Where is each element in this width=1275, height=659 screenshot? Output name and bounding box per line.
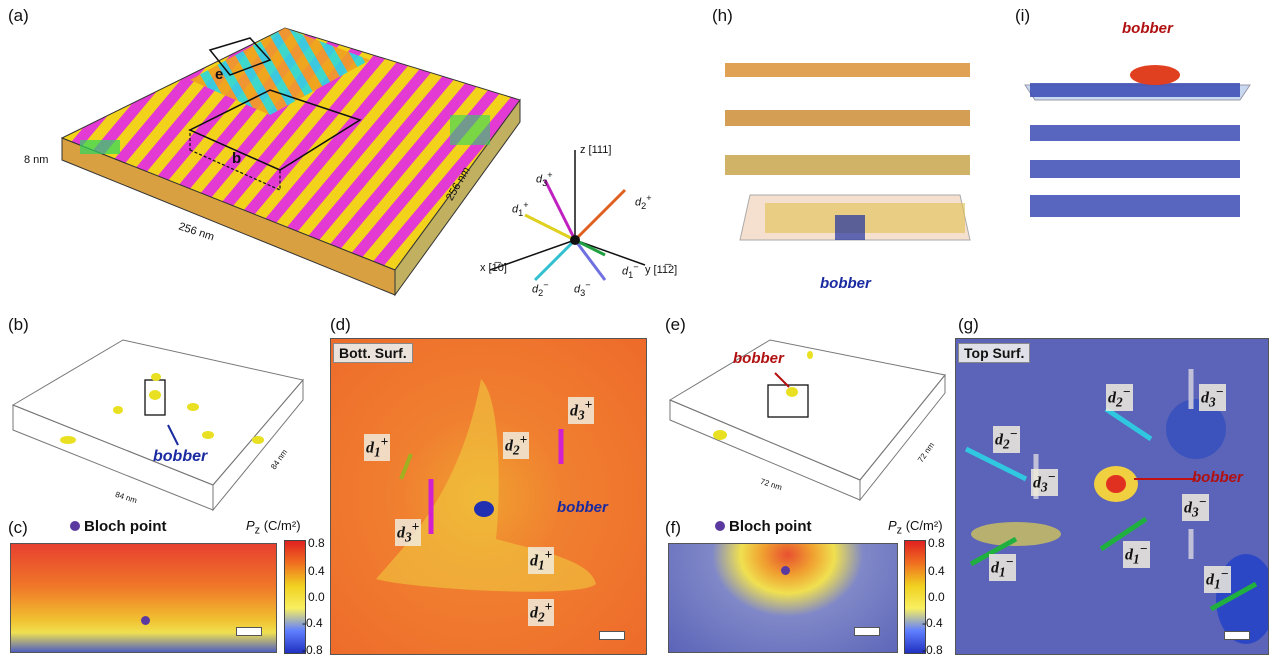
bloch-point-legend-f: Bloch point	[715, 518, 812, 535]
panel-a-label: (a)	[8, 6, 29, 25]
panel-h-label: (h)	[712, 6, 733, 25]
d3-minus-tag-2: d3−	[1031, 469, 1058, 496]
d3-minus-label: d3−	[574, 280, 591, 298]
cb-tick-c-3: -0.4	[302, 616, 323, 630]
d1-minus-tag-2: d1−	[1123, 541, 1150, 568]
polarization-layers-h	[725, 63, 971, 241]
d2-minus-tag-1: d2−	[1106, 384, 1133, 411]
panel-b-label: (b)	[8, 315, 29, 334]
d2-plus-label: d2+	[635, 193, 652, 211]
panel-i-label: (i)	[1015, 6, 1031, 25]
domain-structure-3d-image	[60, 27, 521, 297]
pz-colorbar-title-c: Pz (C/m²)	[246, 518, 301, 537]
crystal-axes-diagram	[489, 150, 646, 282]
bloch-point-dot-f	[781, 566, 790, 575]
top-surface-features	[964, 369, 1268, 644]
d1-plus-tag-2: d1+	[528, 547, 555, 574]
box-b-label: b	[232, 150, 242, 167]
d2-plus-tag-2: d2+	[528, 599, 555, 626]
pz-colorbar-title-f: Pz (C/m²)	[888, 518, 943, 537]
d1-plus-tag-1: d1+	[364, 434, 391, 461]
bloch-point-marker-f	[715, 521, 725, 531]
bobber-label-d: bobber	[557, 499, 608, 516]
d3-minus-tag-3: d3−	[1182, 494, 1209, 521]
y-axis-label: y [11̅2]	[645, 264, 678, 276]
d3-plus-label: d3+	[536, 170, 553, 188]
bobber-label-e: bobber	[733, 350, 784, 367]
cb-tick-f-4: -0.8	[922, 643, 943, 657]
top-surface-tag: Top Surf.	[958, 343, 1031, 363]
colorbar-c	[284, 540, 306, 654]
cb-tick-f-3: -0.4	[922, 616, 943, 630]
height-label: 8 nm	[24, 154, 49, 166]
d1-plus-label: d1+	[512, 200, 529, 218]
bloch-point-dot-c	[141, 616, 150, 625]
colorbar-f	[904, 540, 926, 654]
d3-plus-tag-2: d3+	[395, 519, 422, 546]
scale-bar-c	[236, 627, 262, 636]
panel-c-label: (c)	[8, 518, 28, 537]
bobber-3d-box-b	[11, 339, 304, 512]
d1-minus-tag-1: d1−	[989, 554, 1016, 581]
polarization-layers-i	[1024, 65, 1251, 217]
d1-minus-tag-3: d1−	[1204, 566, 1231, 593]
panel-d-label: (d)	[330, 315, 351, 334]
bobber-label-g: bobber	[1192, 469, 1243, 486]
cb-tick-f-2: 0.0	[928, 590, 945, 604]
panel-f-label: (f)	[665, 518, 682, 537]
d2-plus-tag-1: d2+	[503, 432, 530, 459]
bobber-label-b: bobber	[153, 448, 208, 465]
bobber-3d-box-e	[668, 339, 946, 502]
d2-minus-tag-2: d2−	[993, 426, 1020, 453]
panel-g-label: (g)	[958, 315, 979, 334]
cb-tick-c-4: -0.8	[302, 643, 323, 657]
scale-bar-d	[599, 631, 625, 640]
bloch-point-legend-c: Bloch point	[70, 518, 167, 535]
skyrmion-outline-d	[376, 379, 596, 592]
bottom-surface-tag: Bott. Surf.	[333, 343, 413, 363]
x-axis-label: x [1̅0]	[480, 262, 507, 274]
scale-bar-f	[854, 627, 880, 636]
bloch-point-marker	[70, 521, 80, 531]
cb-tick-c-2: 0.0	[308, 590, 325, 604]
cb-tick-c-0: 0.8	[308, 536, 325, 550]
top-surface-map: Top Surf. d2− d3− d2− d3− d3− d1− d1− d1…	[955, 338, 1269, 655]
d3-minus-tag-1: d3−	[1199, 384, 1226, 411]
scale-bar-g	[1224, 631, 1250, 640]
bobber-label-i: bobber	[1122, 20, 1173, 37]
panel-e-label: (e)	[665, 315, 686, 334]
cb-tick-c-1: 0.4	[308, 564, 325, 578]
cb-tick-f-0: 0.8	[928, 536, 945, 550]
box-e-label: e	[215, 66, 224, 83]
d3-plus-tag-1: d3+	[568, 397, 595, 424]
d1-minus-label: d1−	[622, 262, 639, 280]
z-axis-label: z [111]	[580, 144, 612, 156]
bloch-point-map-f	[668, 543, 898, 653]
bloch-point-map-c	[10, 543, 277, 653]
bottom-surface-map: Bott. Surf. d1+ d2+ d3+ d3+ d1+ d2+ bobb…	[330, 338, 647, 655]
d2-minus-label: d2−	[532, 280, 549, 298]
cb-tick-f-1: 0.4	[928, 564, 945, 578]
bobber-label-h: bobber	[820, 275, 871, 292]
